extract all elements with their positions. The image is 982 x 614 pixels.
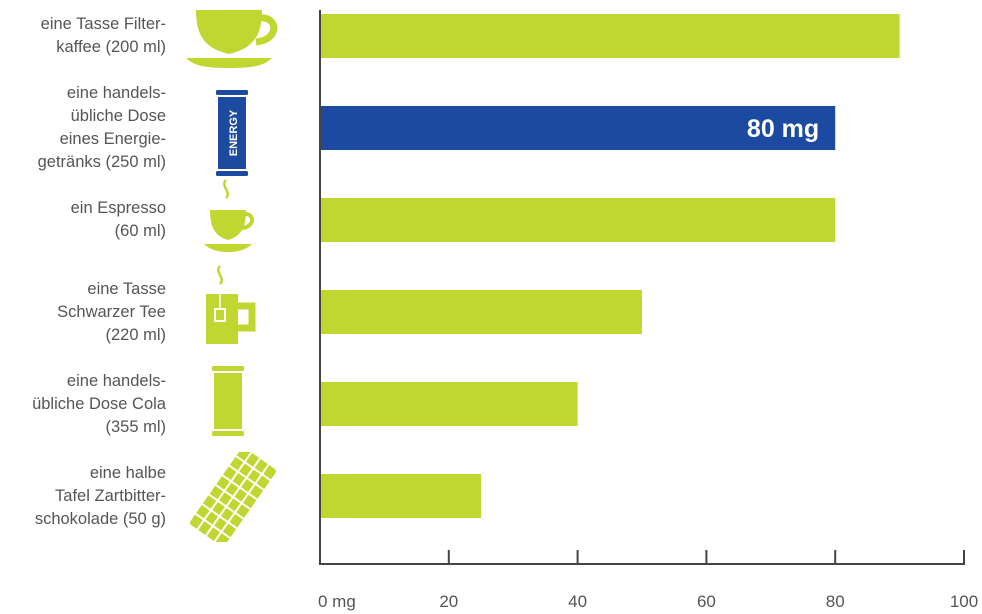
x-tick-label: 40 bbox=[568, 592, 587, 611]
bar bbox=[320, 198, 836, 242]
category-label: ein Espresso (60 ml) bbox=[70, 199, 166, 240]
category-label: eine halbe Tafel Zartbitter- schokolade … bbox=[34, 463, 166, 528]
category-label: eine handels- übliche Dose eines Energie… bbox=[37, 84, 166, 171]
category-label: eine handels- übliche Dose Cola (355 ml) bbox=[32, 371, 166, 436]
chocolate-bar-icon bbox=[188, 447, 278, 547]
x-tick-label: 60 bbox=[697, 592, 716, 611]
bar bbox=[320, 474, 481, 518]
bar-value-label: 80 mg bbox=[747, 115, 819, 143]
can-text: ENERGY bbox=[228, 109, 240, 156]
energy-drink-can-icon: ENERGY bbox=[212, 90, 252, 181]
espresso-cup-icon bbox=[202, 178, 256, 263]
cola-can-icon bbox=[208, 366, 248, 441]
bar-highlight bbox=[320, 106, 836, 150]
x-tick-label: 80 bbox=[826, 592, 845, 611]
category-label: eine Tasse Schwarzer Tee (220 ml) bbox=[57, 279, 166, 344]
bar bbox=[320, 14, 900, 58]
x-tick-label: 0 mg bbox=[318, 592, 356, 611]
bar bbox=[320, 290, 642, 334]
x-tick-label: 20 bbox=[439, 592, 458, 611]
bar bbox=[320, 382, 578, 426]
coffee-cup-icon bbox=[184, 2, 284, 77]
tea-mug-icon bbox=[200, 264, 260, 353]
x-tick-label: 100 bbox=[950, 592, 978, 611]
category-label: eine Tasse Filter- kaffee (200 ml) bbox=[40, 15, 166, 56]
